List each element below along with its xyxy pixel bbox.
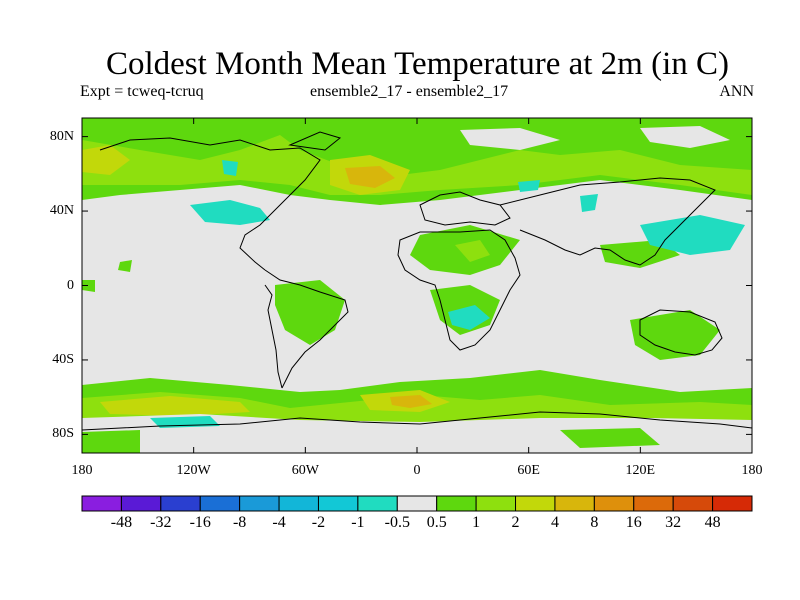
colorbar — [81, 495, 753, 512]
colorbar-label: 32 — [665, 514, 682, 531]
field-asia-cyan — [580, 194, 598, 212]
colorbar-swatch — [515, 495, 556, 512]
field-arctic-green — [82, 118, 752, 205]
colorbar-swatch — [475, 495, 517, 512]
coastline-australia — [639, 309, 723, 356]
colorbar-swatch — [199, 495, 241, 512]
latitude-label: 40S — [52, 351, 74, 367]
colorbar-swatch — [81, 495, 122, 512]
map-ticks — [81, 118, 753, 453]
colorbar-label: -48 — [110, 514, 133, 531]
experiment-label: Expt = tcweq-tcruq — [80, 83, 204, 100]
field-antarctica-green-1 — [82, 430, 140, 453]
map-field — [82, 118, 752, 453]
coastline-africa — [397, 229, 521, 351]
field-pacific-green-dot — [118, 260, 132, 272]
field-europe-cyan — [518, 180, 540, 192]
field-samerica-green — [275, 280, 345, 345]
longitude-label: 0 — [413, 463, 421, 478]
colorbar-swatch — [317, 495, 359, 512]
colorbar-label: 4 — [550, 514, 559, 531]
field-atlantic-orange — [345, 166, 395, 188]
colorbar-label: 2 — [511, 514, 520, 531]
colorbar-label: 16 — [625, 514, 642, 531]
field-africa-cyan — [448, 305, 490, 330]
field-southern-orange — [390, 395, 432, 408]
colorbar-swatch — [554, 495, 595, 512]
colorbar-swatch — [160, 495, 201, 512]
longitude-label: 60E — [517, 463, 540, 478]
colorbar-swatch — [357, 495, 398, 512]
longitude-label: 120E — [625, 463, 656, 478]
field-arctic-gray-2 — [640, 126, 730, 148]
period-label: ANN — [719, 83, 754, 100]
colorbar-swatch — [672, 495, 714, 512]
longitude-label: 120W — [176, 463, 211, 478]
latitude-label: 40N — [49, 203, 74, 219]
colorbar-swatch — [278, 495, 319, 512]
field-pacific-yellow — [82, 145, 130, 175]
colorbar-swatch — [712, 495, 753, 512]
field-canada-cyan — [222, 160, 238, 176]
coastline-south-america — [264, 269, 349, 389]
colorbar-label: 48 — [704, 514, 721, 531]
latitude-label: 80S — [52, 426, 74, 442]
colorbar-label: 8 — [590, 514, 599, 531]
colorbar-swatch — [436, 495, 477, 512]
colorbar-swatch — [239, 495, 280, 512]
colorbar-label: -1 — [351, 514, 365, 531]
coastlines — [82, 131, 752, 431]
colorbar-label: 0.5 — [426, 514, 447, 531]
field-west-green — [82, 280, 95, 292]
field-arctic-lightgreen — [82, 135, 752, 195]
longitude-label: 180 — [71, 463, 93, 478]
colorbar-swatch — [633, 495, 674, 512]
colorbar-swatch — [120, 495, 162, 512]
colorbar-swatch — [593, 495, 635, 512]
colorbar-label: -0.5 — [384, 514, 410, 531]
field-namerica-cyan — [190, 200, 270, 225]
colorbar-label: -32 — [150, 514, 172, 531]
coastline-antarctica — [82, 411, 752, 431]
field-antarctica-green-2 — [560, 428, 660, 448]
ensemble-label: ensemble2_17 - ensemble2_17 — [310, 83, 509, 100]
field-sahara-lightgreen — [455, 240, 490, 262]
longitude-label: 60W — [291, 463, 319, 478]
latitude-label: 80N — [49, 128, 74, 144]
field-southern-yellow-1 — [100, 396, 250, 416]
colorbar-label: -8 — [232, 514, 247, 531]
map-title: Coldest Month Mean Temperature at 2m (in… — [105, 46, 730, 82]
field-arctic-gray — [460, 128, 560, 150]
coastline-south-america-west — [264, 284, 283, 389]
coastline-greenland — [288, 131, 342, 151]
longitude-label: 180 — [741, 463, 763, 478]
coastline-north-america — [99, 137, 321, 271]
colorbar-label: -16 — [189, 514, 211, 531]
coastline-asia — [499, 177, 716, 266]
field-australia-green — [630, 310, 720, 360]
colorbar-swatch — [396, 495, 438, 512]
latitude-label: 0 — [67, 277, 74, 293]
coastline-europe — [419, 191, 511, 226]
field-pacific-cyan — [640, 215, 745, 255]
colorbar-label: -4 — [272, 514, 286, 531]
colorbar-label: -2 — [311, 514, 326, 531]
colorbar-label: 1 — [472, 514, 481, 531]
